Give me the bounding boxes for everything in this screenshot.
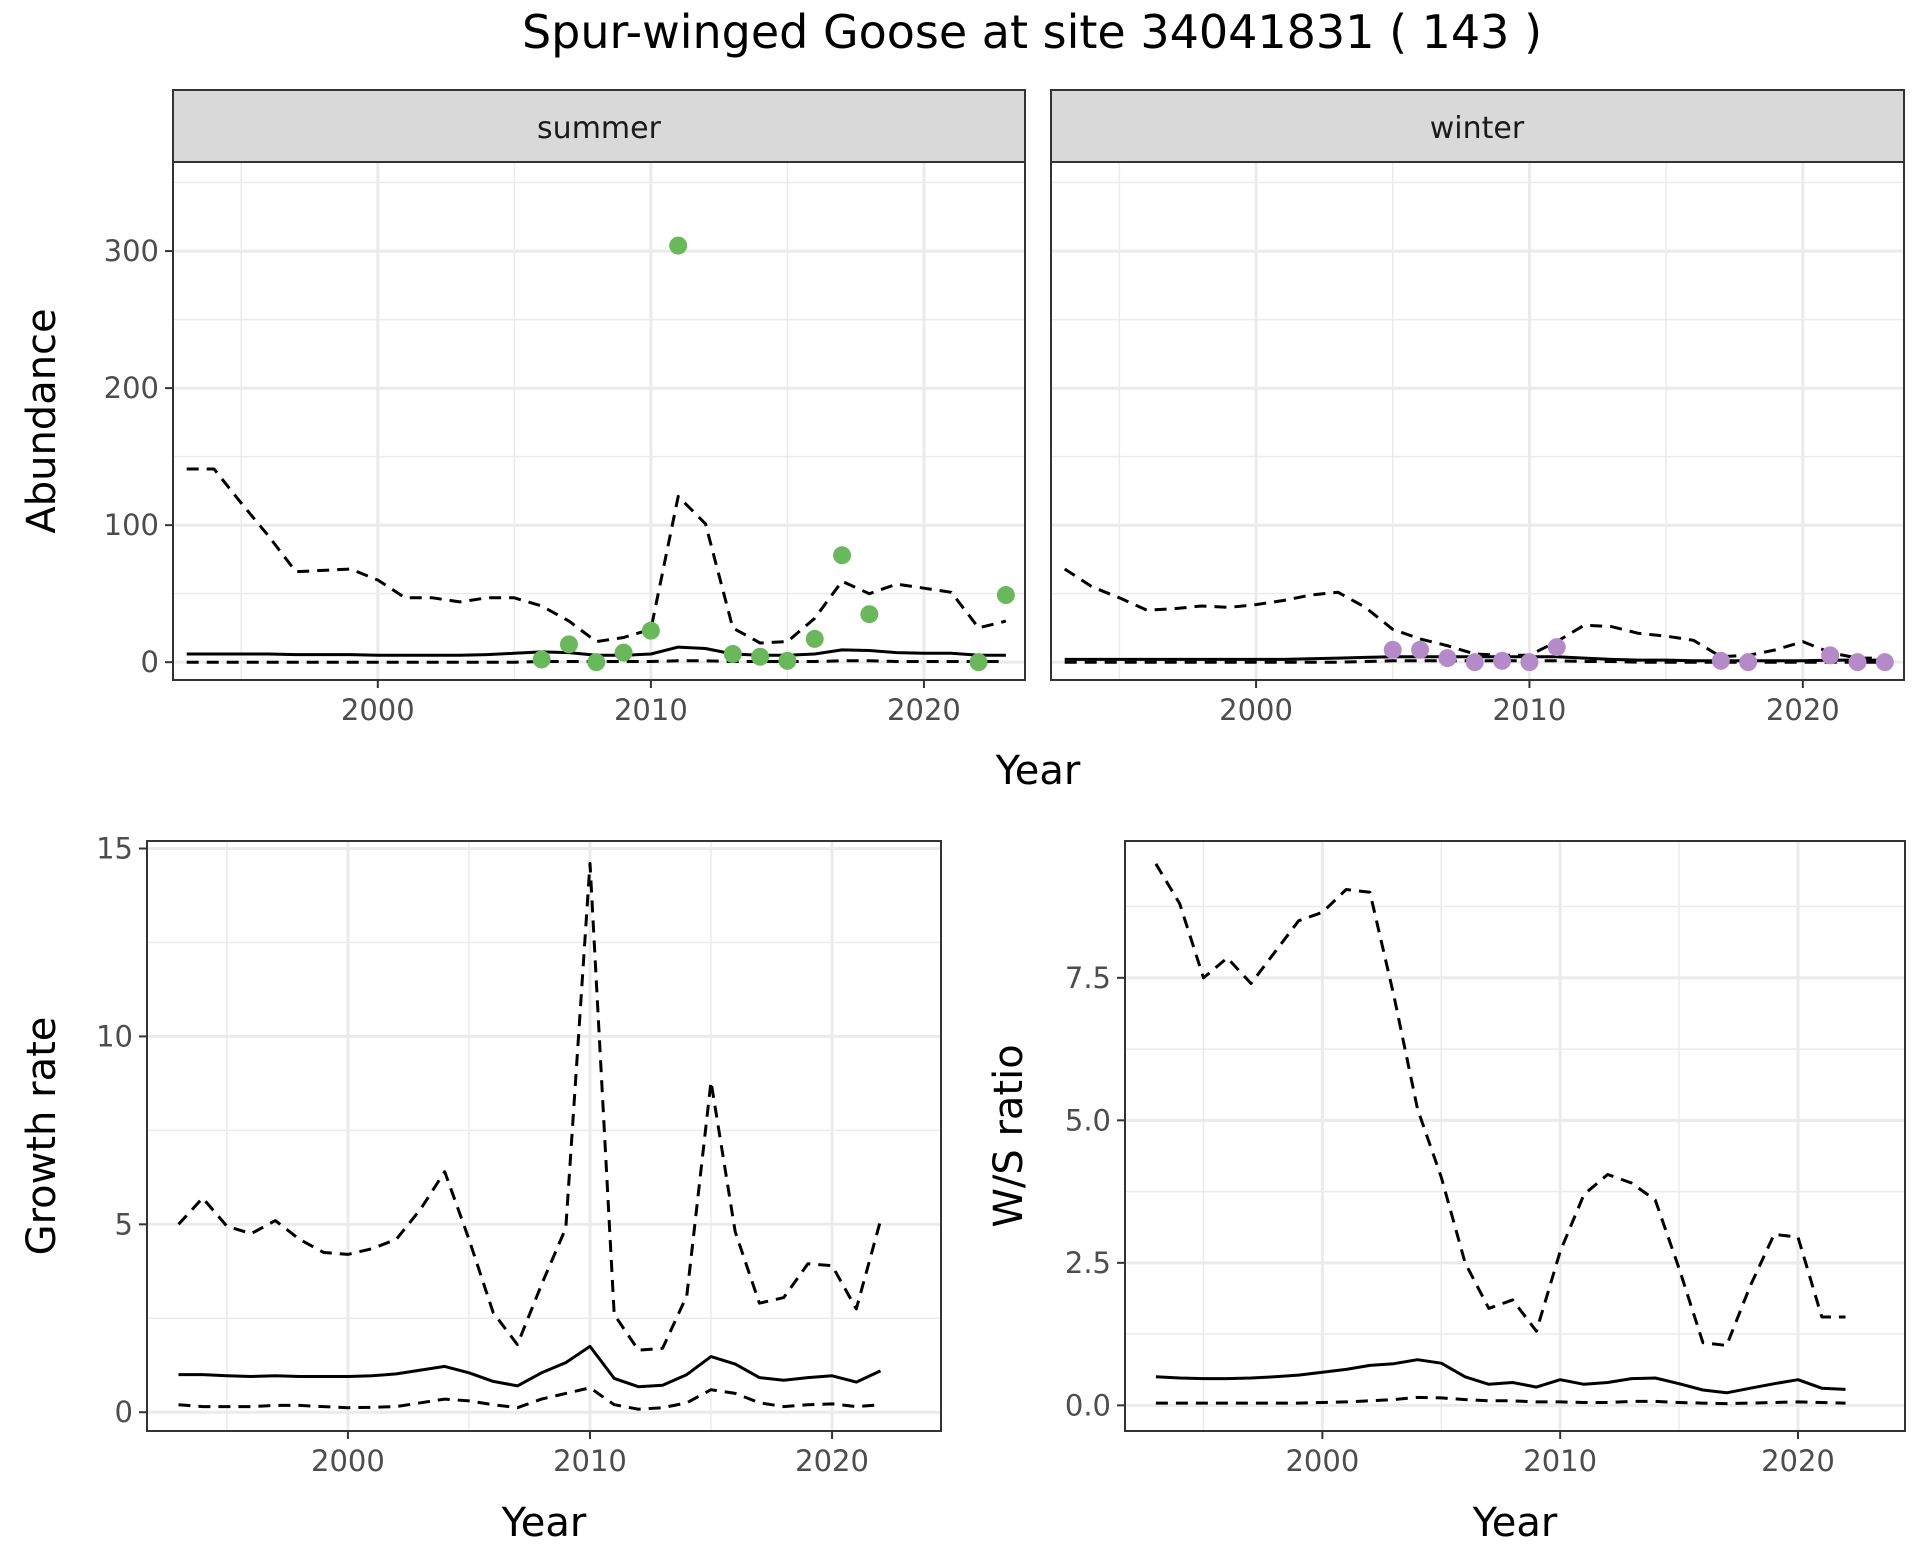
- y-axis-title-growth: Growth rate: [19, 1017, 65, 1256]
- x-tick-label: 2000: [1219, 693, 1293, 727]
- x-tick-label: 2010: [1523, 1444, 1597, 1478]
- y-tick-label: 0: [115, 1395, 133, 1429]
- y-axis-title-abundance: Abundance: [19, 308, 65, 533]
- observed-point: [1465, 653, 1484, 672]
- x-ticks-growth: 2000 2010 2020: [311, 1431, 869, 1478]
- y-ticks-summer: 0 100 200 300: [104, 234, 173, 679]
- y-tick-label: 5.0: [1065, 1103, 1111, 1137]
- observed-point: [1547, 638, 1566, 657]
- series-growth: [177, 862, 882, 1411]
- panel-winter: winter 2000 2010 2020: [1050, 89, 1905, 727]
- observed-point: [587, 653, 606, 672]
- observed-point: [1711, 651, 1730, 670]
- estimate-line-ratio-0: [1155, 1358, 1846, 1395]
- observed-point: [1493, 651, 1512, 670]
- observed-point: [1848, 653, 1867, 672]
- x-tick-label: 2010: [614, 693, 688, 727]
- y-axis-title-ratio: W/S ratio: [986, 1044, 1032, 1227]
- observed-point: [751, 647, 770, 666]
- y-tick-label: 10: [96, 1019, 133, 1053]
- observed-point: [532, 650, 551, 669]
- gridlines-summer: [173, 162, 1025, 680]
- series-winter: [1063, 567, 1885, 664]
- observed-point: [559, 635, 578, 654]
- observed-point: [1821, 646, 1840, 665]
- x-axis-title-ratio: Year: [1472, 1500, 1558, 1546]
- strip-winter: [1050, 89, 1905, 163]
- observed-point: [805, 629, 824, 648]
- observed-point: [778, 651, 797, 670]
- observed-point: [833, 546, 852, 565]
- plot-frame-summer: [172, 161, 1026, 681]
- strip-label-winter: winter: [1430, 111, 1525, 146]
- interval-line-winter-1: [1063, 567, 1885, 660]
- gridlines-ratio: [1125, 841, 1905, 1431]
- y-tick-label: 0: [141, 645, 159, 679]
- observed-point: [1383, 640, 1402, 659]
- observed-point: [641, 621, 660, 640]
- x-tick-label: 2020: [1766, 693, 1840, 727]
- observed-point: [723, 644, 742, 663]
- panel-ratio: 2000 2010 2020 0.0 2.5 5.0 7.5: [1065, 840, 1906, 1478]
- y-tick-label: 15: [96, 832, 133, 866]
- y-tick-label: 0.0: [1065, 1388, 1111, 1422]
- x-axis-title-growth: Year: [501, 1500, 587, 1546]
- x-tick-label: 2020: [795, 1444, 869, 1478]
- y-ticks-ratio: 0.0 2.5 5.0 7.5: [1065, 961, 1125, 1422]
- series-ratio: [1154, 863, 1846, 1406]
- y-tick-label: 100: [104, 508, 159, 542]
- interval-line-growth-1: [177, 862, 882, 1352]
- interval-line-growth-2: [178, 1386, 881, 1411]
- x-ticks-winter: 2000 2010 2020: [1219, 680, 1840, 727]
- plot-frame-growth: [146, 840, 942, 1432]
- estimate-line-growth-0: [178, 1344, 882, 1389]
- strip-label-summer: summer: [537, 111, 662, 146]
- observed-point: [860, 605, 879, 624]
- chart-title: Spur-winged Goose at site 34041831 ( 143…: [522, 5, 1542, 59]
- series-summer: [186, 467, 1007, 664]
- interval-line-summer-1: [186, 467, 1007, 645]
- strip-summer: [172, 89, 1026, 163]
- plot-frame-ratio: [1124, 840, 1906, 1432]
- x-axis-title-top: Year: [995, 748, 1081, 794]
- interval-line-ratio-2: [1155, 1395, 1846, 1406]
- y-ticks-growth: 0 5 10 15: [96, 832, 147, 1429]
- observed-point: [969, 653, 988, 672]
- y-tick-label: 2.5: [1065, 1246, 1111, 1280]
- observed-point: [1875, 653, 1894, 672]
- x-tick-label: 2010: [1493, 693, 1567, 727]
- gridlines-winter: [1051, 162, 1904, 680]
- observed-point: [1520, 653, 1539, 672]
- panel-growth: 2000 2010 2020 0 5 10 15: [96, 832, 942, 1478]
- x-ticks-ratio: 2000 2010 2020: [1285, 1431, 1835, 1478]
- x-tick-label: 2000: [341, 693, 415, 727]
- x-ticks-summer: 2000 2010 2020: [341, 680, 961, 727]
- x-tick-label: 2020: [1761, 1444, 1835, 1478]
- points-winter: [1383, 638, 1894, 672]
- x-tick-label: 2000: [1285, 1444, 1359, 1478]
- gridlines-growth: [147, 841, 941, 1431]
- observed-point: [614, 643, 633, 662]
- observed-point: [1411, 640, 1430, 659]
- x-tick-label: 2010: [553, 1444, 627, 1478]
- y-tick-label: 7.5: [1065, 961, 1111, 995]
- observed-point: [1438, 649, 1457, 668]
- x-tick-label: 2000: [311, 1444, 385, 1478]
- interval-line-ratio-1: [1154, 863, 1846, 1347]
- observed-point: [996, 586, 1015, 605]
- x-tick-label: 2020: [887, 693, 961, 727]
- panel-summer: summer 2000 2010 2020 0 100 200 300: [104, 89, 1026, 727]
- observed-point: [1739, 653, 1758, 672]
- y-tick-label: 200: [104, 371, 159, 405]
- points-summer: [532, 236, 1015, 672]
- y-tick-label: 300: [104, 234, 159, 268]
- y-tick-label: 5: [115, 1207, 133, 1241]
- observed-point: [669, 236, 688, 255]
- plot-frame-winter: [1050, 161, 1905, 681]
